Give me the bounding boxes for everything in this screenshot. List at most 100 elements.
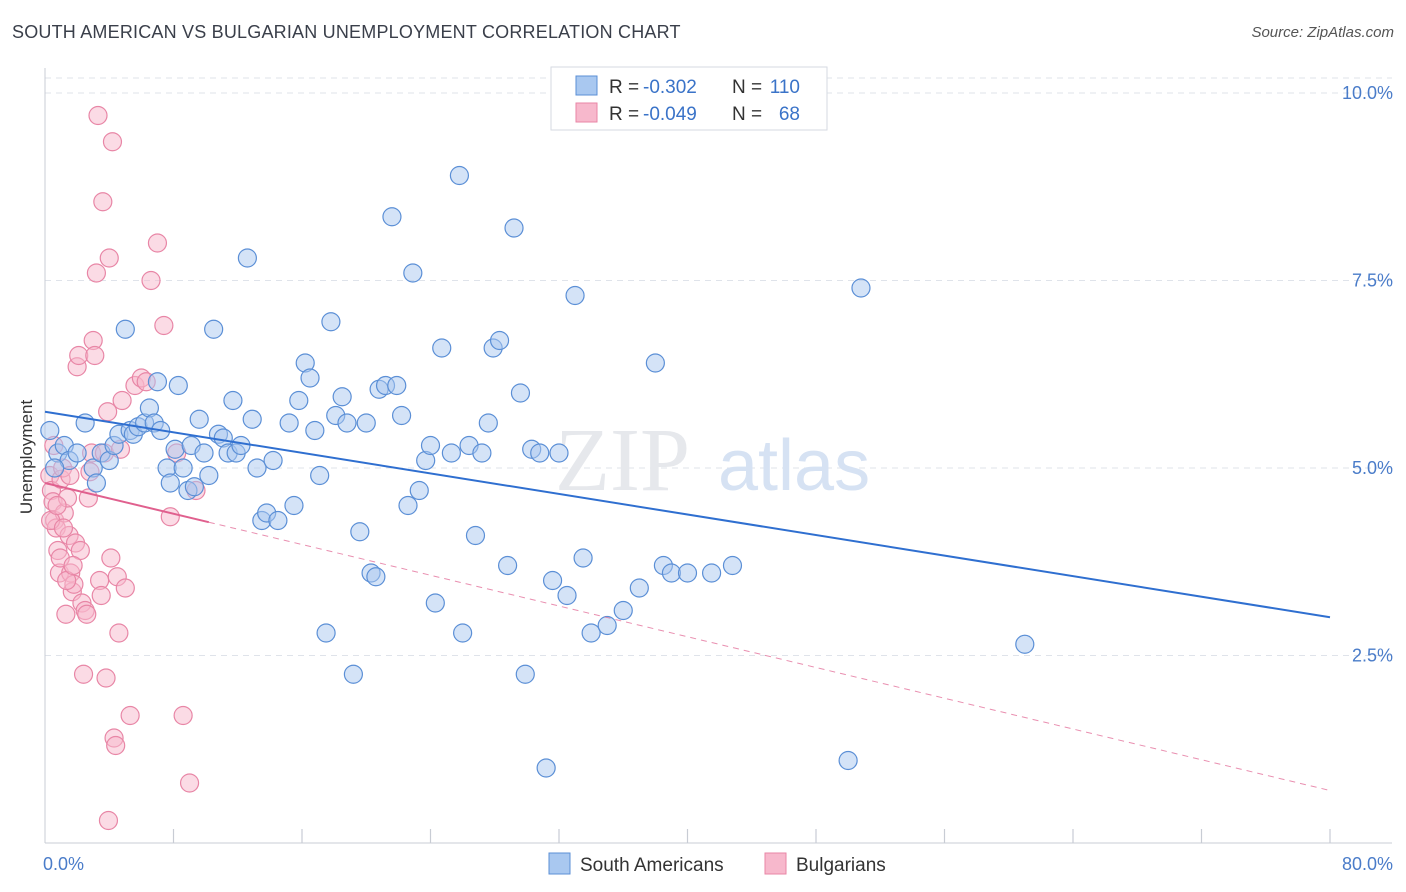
south-american-point-86 [510, 383, 531, 403]
south-americans-points [40, 165, 1035, 778]
bulgarian-point-53 [154, 315, 174, 336]
south-american-point-4 [67, 443, 87, 463]
x-tick-labels: 0.0% 80.0% [43, 854, 1393, 874]
south-american-point-58 [343, 664, 363, 684]
bulgarian-point-39 [102, 132, 123, 152]
south-american-point-54 [321, 312, 341, 332]
south-american-point-94 [565, 285, 585, 306]
south-american-point-51 [305, 420, 325, 441]
bulgarian-point-65 [98, 810, 119, 831]
bottom-legend-label-pink: Bulgarians [796, 855, 886, 876]
bulgarian-point-33 [93, 192, 113, 212]
trend-lines [44, 410, 1331, 791]
south-american-point-12 [115, 319, 135, 339]
south-american-point-109 [45, 458, 65, 478]
y-tick-label-1: 5.0% [1352, 458, 1393, 478]
south-american-point-84 [498, 555, 518, 576]
legend-n-value-pink: 68 [779, 104, 800, 125]
south-american-point-99 [629, 578, 649, 598]
bulgarian-point-35 [96, 668, 116, 688]
legend-r-label-pink: R = [609, 104, 639, 125]
south-american-point-44 [263, 450, 283, 471]
south-american-point-60 [356, 413, 376, 433]
bulgarian-point-52 [147, 233, 168, 253]
south-american-point-74 [432, 338, 452, 358]
bulgarian-point-37 [99, 248, 119, 268]
south-american-point-56 [332, 387, 352, 407]
south-american-point-97 [597, 615, 617, 636]
bulgarian-point-36 [98, 402, 118, 422]
south-american-point-80 [472, 443, 492, 463]
south-american-point-40 [242, 409, 262, 429]
south-american-point-23 [165, 439, 185, 459]
south-american-point-77 [453, 623, 473, 643]
south-american-point-95 [573, 548, 593, 568]
legend: R = -0.302 N = 110 R = -0.049 N = 68 [550, 66, 828, 131]
bottom-legend-swatch-blue [548, 852, 571, 875]
south-american-point-57 [337, 413, 357, 433]
watermark: ZIP atlas [555, 411, 870, 510]
bulgarian-point-61 [47, 495, 67, 516]
south-american-point-91 [542, 570, 563, 591]
south-american-point-0 [40, 420, 60, 441]
south-american-point-103 [677, 563, 698, 583]
legend-n-label-pink: N = [732, 104, 762, 125]
south-american-point-30 [194, 443, 214, 463]
legend-r-value-pink: -0.049 [643, 104, 697, 125]
bulgarian-point-41 [106, 735, 126, 756]
south-american-point-36 [223, 390, 243, 411]
legend-swatch-pink [575, 102, 598, 123]
south-american-point-53 [316, 623, 336, 643]
south-american-point-102 [661, 563, 682, 583]
bulgarians-trend-extension [208, 521, 1331, 791]
south-american-point-73 [425, 593, 445, 613]
bulgarian-point-38 [101, 548, 121, 568]
south-american-point-81 [478, 413, 498, 433]
south-american-point-7 [86, 473, 107, 493]
watermark-atlas: atlas [718, 426, 870, 506]
south-american-point-50 [300, 368, 320, 388]
south-american-point-108 [1015, 634, 1035, 654]
south-american-point-89 [530, 443, 550, 463]
south-american-point-46 [279, 413, 299, 433]
south-american-point-29 [189, 409, 209, 429]
south-american-point-66 [387, 375, 407, 396]
bottom-legend: South Americans Bulgarians [548, 852, 886, 876]
bottom-legend-swatch-pink [764, 852, 787, 875]
bulgarian-point-30 [88, 105, 108, 126]
south-american-point-75 [441, 443, 461, 463]
bulgarian-point-23 [77, 604, 97, 624]
x-tick-label-1: 80.0% [1342, 854, 1393, 874]
south-american-point-107 [851, 278, 871, 298]
south-american-point-79 [465, 525, 486, 546]
watermark-zip: ZIP [555, 411, 690, 510]
south-american-point-93 [557, 585, 577, 606]
south-american-point-83 [489, 330, 510, 351]
south-american-point-52 [310, 465, 330, 486]
y-axis-title: Unemployment [17, 400, 36, 515]
axes [44, 68, 1392, 844]
south-american-point-76 [449, 165, 470, 186]
bulgarian-point-10 [56, 604, 76, 624]
south-american-point-69 [403, 263, 423, 283]
legend-swatch-blue [575, 75, 598, 96]
south-american-point-47 [284, 495, 304, 516]
legend-r-label-blue: R = [609, 77, 639, 98]
south-americans-trend-line [44, 410, 1331, 619]
y-tick-label-2: 7.5% [1352, 271, 1393, 291]
south-american-point-22 [160, 473, 180, 493]
south-american-point-105 [722, 555, 743, 576]
south-american-point-59 [350, 522, 370, 542]
south-american-point-41 [247, 458, 267, 478]
south-american-point-39 [237, 248, 257, 268]
south-american-point-67 [391, 405, 412, 426]
south-american-point-45 [268, 510, 288, 531]
south-american-point-48 [289, 390, 309, 411]
south-american-point-24 [168, 375, 188, 396]
bulgarian-point-51 [141, 270, 161, 291]
south-american-point-85 [504, 218, 524, 238]
bulgarian-point-63 [53, 518, 74, 538]
bulgarian-point-57 [179, 773, 200, 793]
bottom-legend-label-blue: South Americans [580, 855, 724, 876]
